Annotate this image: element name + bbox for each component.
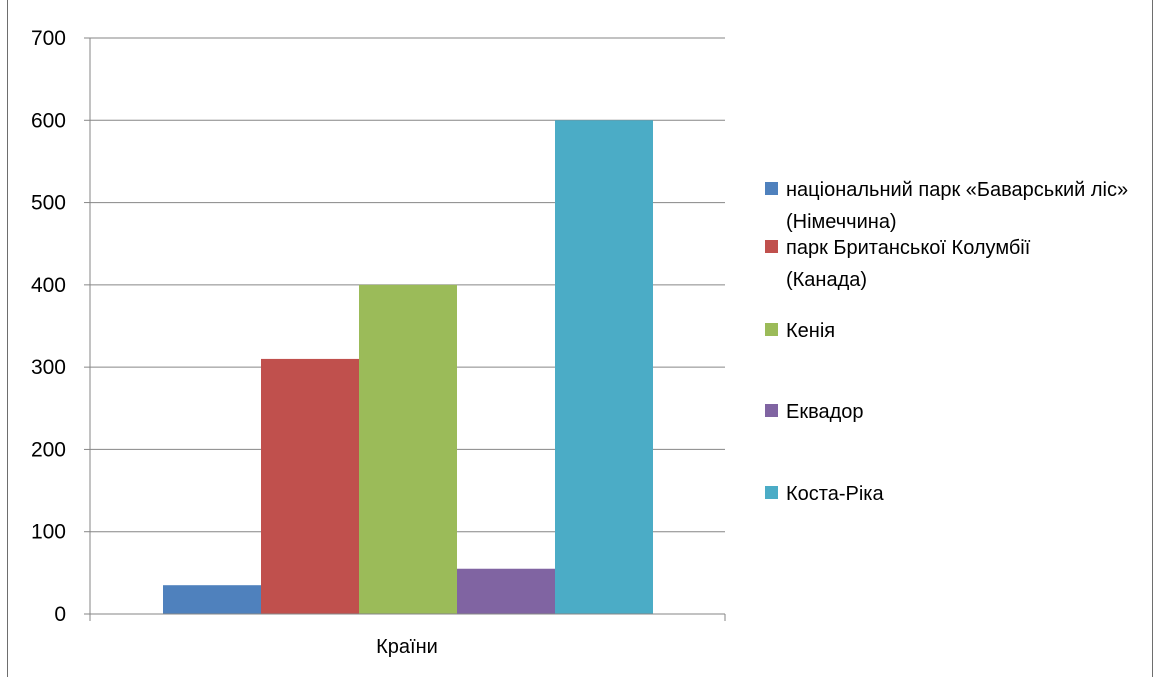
y-tick-labels: 0 100 200 300 400 500 600 700 [31,27,66,626]
legend-swatch [765,323,778,336]
legend-item-canada: парк Британської Колумбії (Канада) [765,232,1106,296]
y-tick-label: 400 [31,274,66,297]
legend-swatch [765,486,778,499]
y-tick-label: 500 [31,192,66,215]
bar-4 [555,120,653,615]
y-tick-label: 0 [54,603,66,626]
legend-swatch [765,240,778,253]
bar-2 [359,284,457,614]
y-tick-label: 100 [31,521,66,544]
legend-item-ecuador: Еквадор [765,396,1146,428]
bar-1 [261,358,359,614]
y-tick-label: 200 [31,438,66,461]
bar-3 [457,568,555,614]
legend-label: Еквадор [786,401,864,423]
legend-swatch [765,182,778,195]
legend-label: Коста-Ріка [786,483,884,505]
legend-item-kenya: Кенія [765,315,1146,347]
bars [163,120,653,615]
axes [84,37,726,621]
bar-0 [163,585,261,614]
chart-frame [7,0,1153,677]
legend-item-germany: національний парк «Баварський ліс» (Німе… [765,174,1131,238]
legend-item-costa-rica: Коста-Ріка [765,478,1146,510]
y-tick-label: 700 [31,27,66,50]
legend-swatch [765,404,778,417]
y-tick-label: 300 [31,356,66,379]
legend-label: національний парк «Баварський ліс» (Німе… [786,179,1129,233]
legend-label: Кенія [786,320,836,342]
legend-label: парк Британської Колумбії (Канада) [786,237,1031,291]
y-tick-label: 600 [31,109,66,132]
bar-chart: 0 100 200 300 400 500 600 700 Країни [31,27,726,658]
x-category-label: Країни [376,636,438,658]
